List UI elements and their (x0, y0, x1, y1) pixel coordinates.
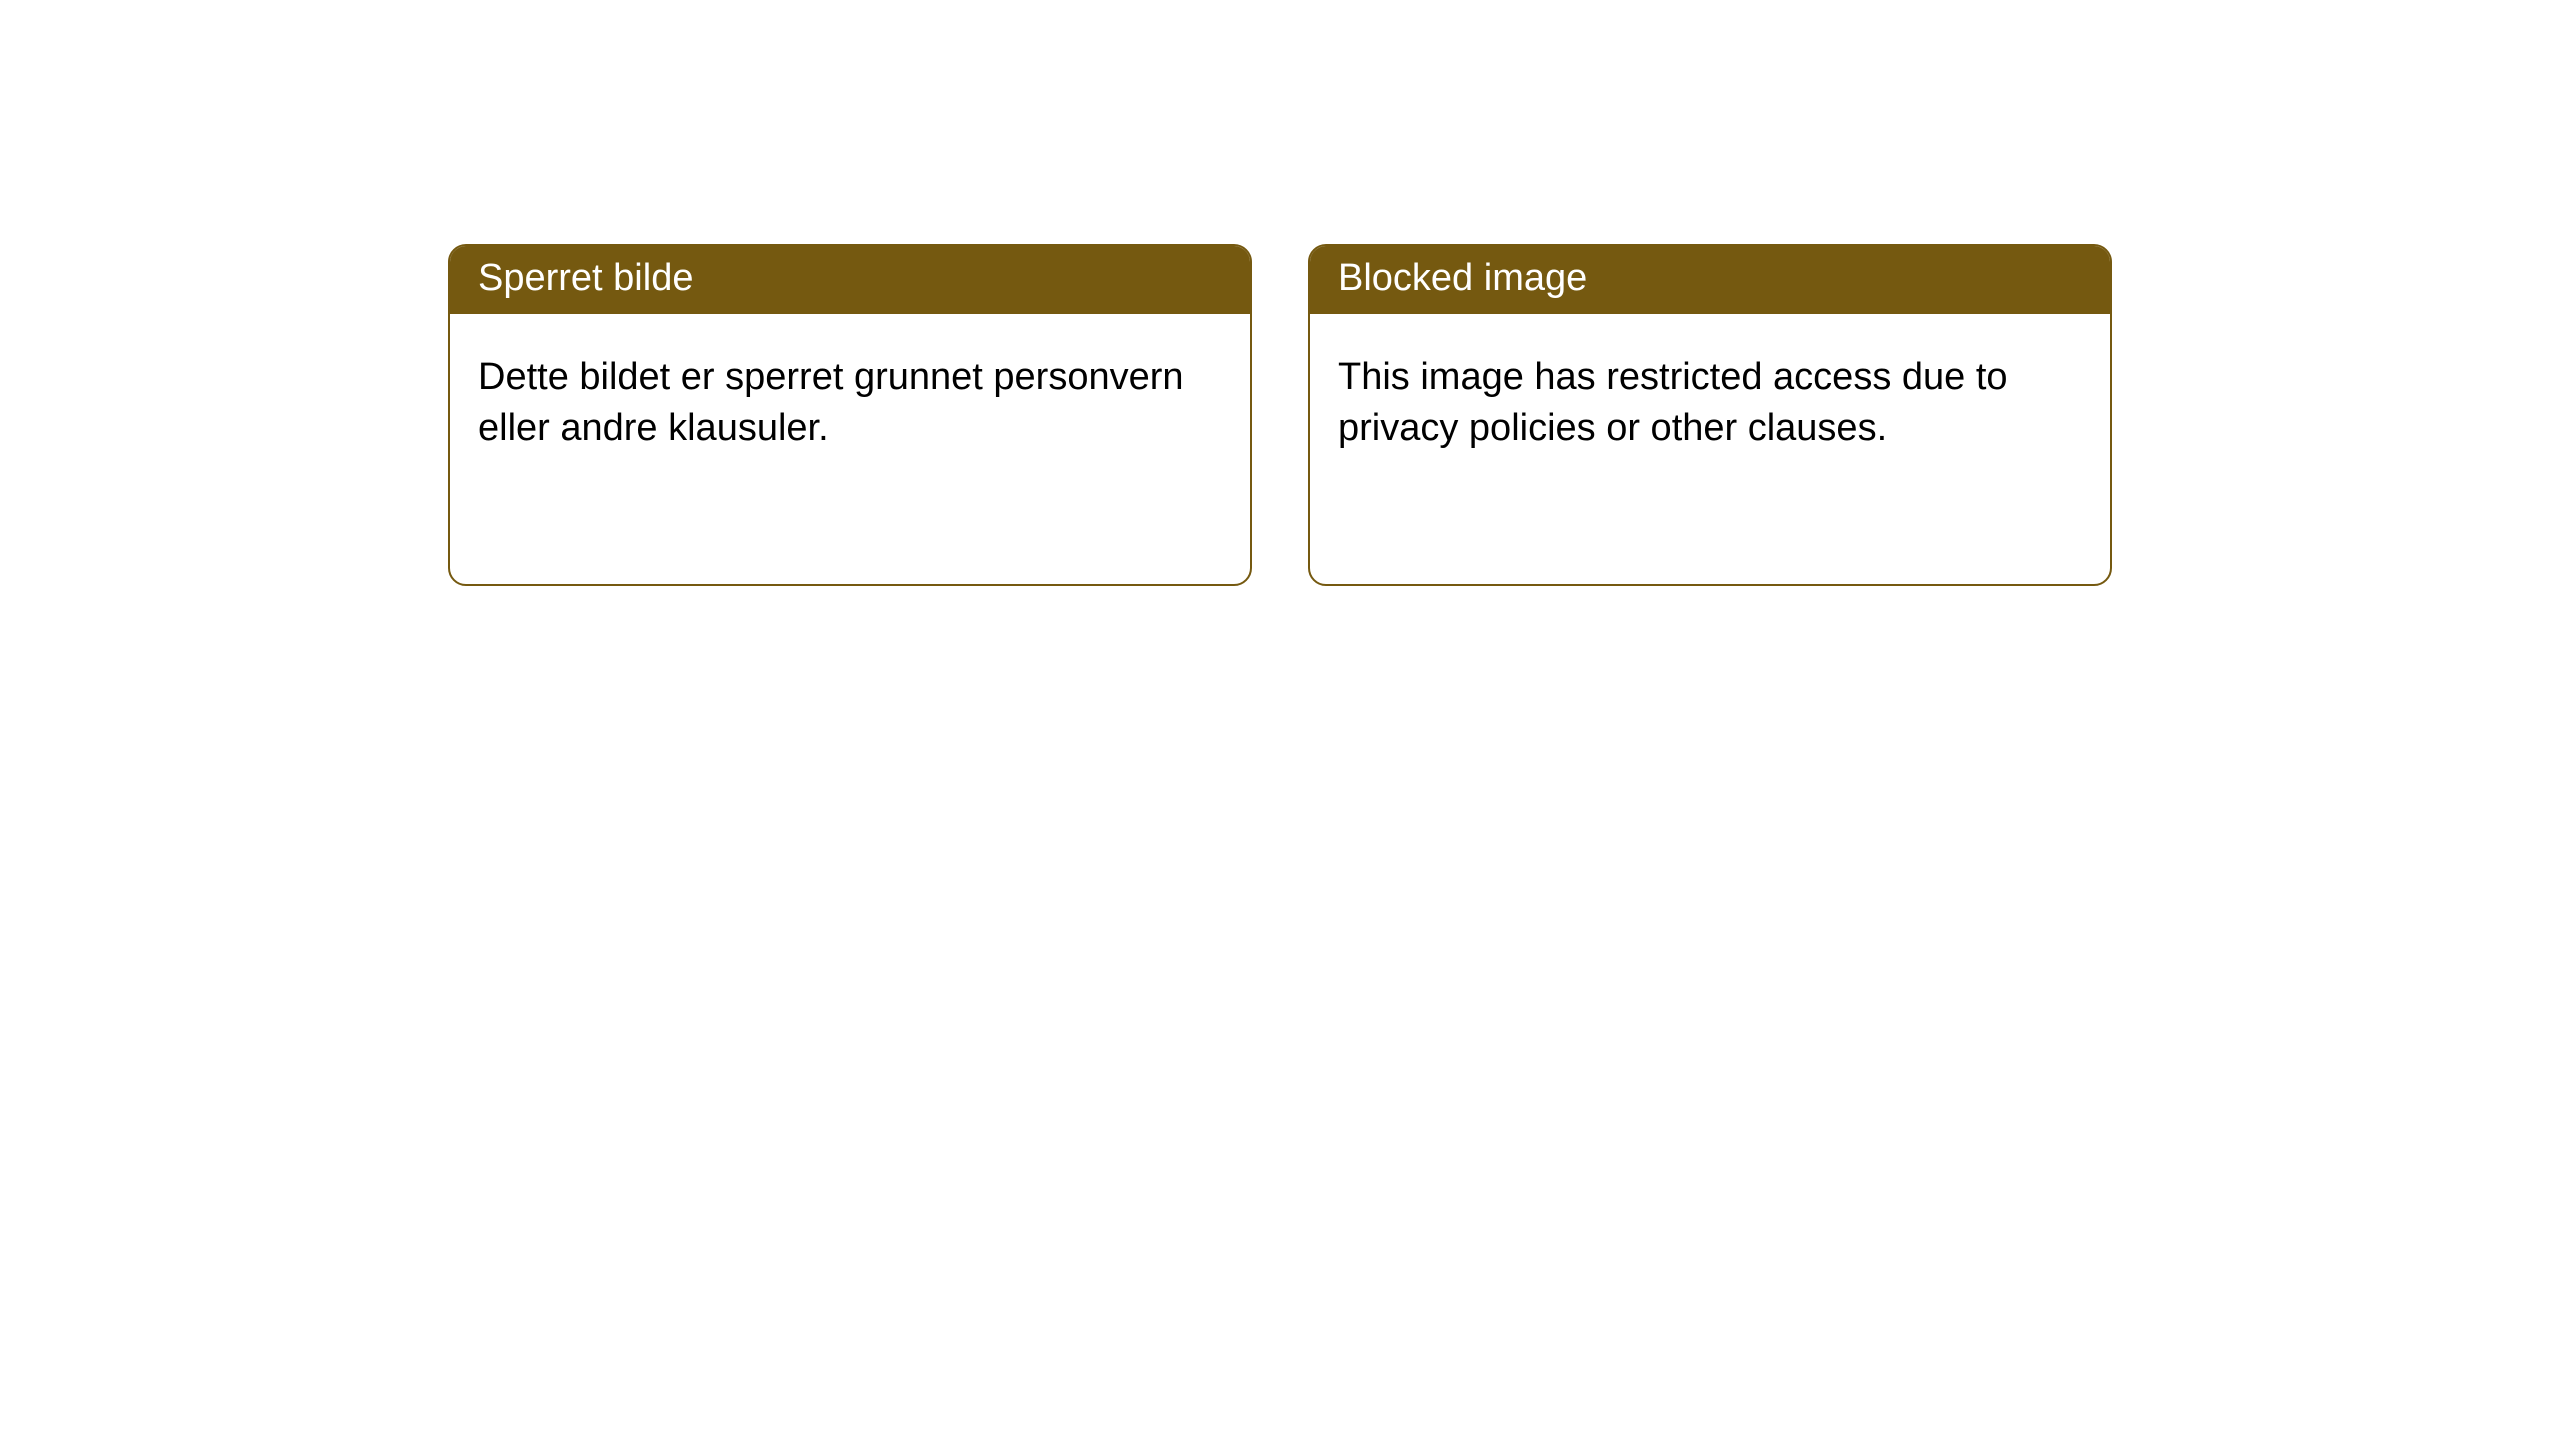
notice-card-body: This image has restricted access due to … (1310, 314, 2110, 584)
notice-card-header: Blocked image (1310, 246, 2110, 314)
notice-card-norwegian: Sperret bilde Dette bildet er sperret gr… (448, 244, 1252, 586)
notice-card-header: Sperret bilde (450, 246, 1250, 314)
notice-card-body: Dette bildet er sperret grunnet personve… (450, 314, 1250, 584)
notice-card-english: Blocked image This image has restricted … (1308, 244, 2112, 586)
notice-cards-container: Sperret bilde Dette bildet er sperret gr… (0, 0, 2560, 586)
